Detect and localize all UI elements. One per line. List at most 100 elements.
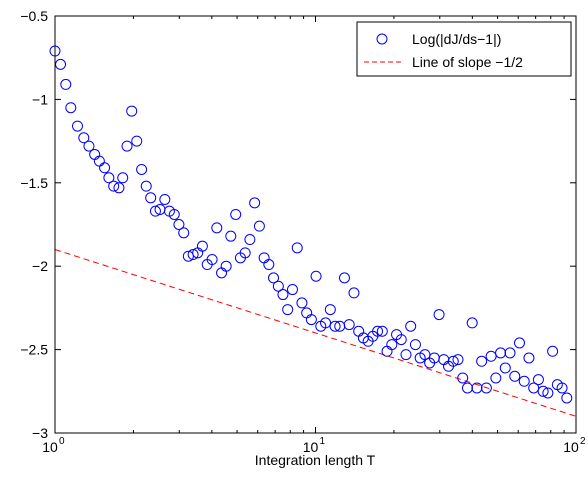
data-point — [490, 372, 502, 384]
data-point — [376, 325, 388, 337]
data-point — [286, 284, 298, 296]
data-point — [514, 337, 526, 349]
data-point — [480, 382, 492, 394]
data-point — [211, 222, 223, 234]
data-point — [419, 349, 431, 361]
data-point — [461, 382, 473, 394]
x-axis-label: Integration length T — [255, 452, 376, 468]
data-point — [78, 132, 90, 144]
data-point — [400, 349, 412, 361]
data-point — [239, 247, 251, 259]
x-tick-label: 10 — [303, 439, 319, 455]
data-point — [405, 320, 417, 332]
data-marks — [49, 45, 577, 417]
data-point — [561, 392, 573, 404]
x-tick-label: 10 — [42, 439, 58, 455]
data-point — [395, 334, 407, 346]
data-point — [268, 272, 280, 284]
data-point — [305, 314, 317, 326]
data-point — [220, 260, 232, 272]
data-point — [372, 325, 384, 337]
legend-circle-marker-icon — [376, 33, 388, 45]
data-point — [296, 297, 308, 309]
data-point — [485, 350, 497, 362]
data-point — [324, 304, 336, 316]
data-point — [272, 280, 284, 292]
data-point — [343, 319, 355, 331]
data-point — [329, 320, 341, 332]
data-point — [65, 102, 77, 114]
data-point — [523, 352, 535, 364]
data-point — [178, 227, 190, 239]
data-point — [466, 317, 478, 329]
data-point — [253, 220, 265, 232]
data-point — [117, 172, 129, 184]
data-point — [249, 197, 261, 209]
data-point — [409, 339, 421, 351]
data-point — [291, 242, 303, 254]
data-point — [263, 259, 275, 271]
plot-area — [55, 16, 576, 433]
data-point — [225, 230, 237, 242]
data-point — [447, 355, 459, 367]
data-point — [126, 105, 138, 117]
data-point — [509, 370, 521, 382]
data-point — [542, 387, 554, 399]
data-point — [99, 162, 111, 174]
data-point — [145, 192, 157, 204]
legend-label-circles: Log(|dJ/ds−1|) — [412, 31, 501, 47]
data-point — [131, 135, 143, 147]
data-point — [168, 208, 180, 220]
y-tick-label: −0.5 — [20, 8, 48, 24]
data-point — [504, 347, 516, 359]
data-point — [556, 382, 568, 394]
y-tick-label: −1 — [32, 91, 48, 107]
legend-label-slope-line: Line of slope −1/2 — [412, 54, 523, 70]
x-tick-label-exponent: 1 — [320, 436, 326, 447]
data-point — [103, 172, 115, 184]
data-point — [230, 208, 242, 220]
x-tick-label-exponent: 2 — [580, 436, 586, 447]
data-point — [244, 234, 256, 246]
data-point — [537, 385, 549, 397]
data-point — [173, 219, 185, 230]
data-point — [277, 289, 289, 301]
data-point — [457, 372, 469, 384]
y-tick-label: −3 — [32, 425, 48, 441]
y-tick-label: −2 — [32, 258, 48, 274]
data-point — [206, 254, 218, 266]
data-point — [187, 249, 199, 261]
data-point — [532, 374, 544, 386]
legend: Log(|dJ/ds−1|) Line of slope −1/2 — [356, 21, 572, 77]
data-point — [55, 58, 67, 70]
data-point — [83, 140, 95, 152]
data-point — [159, 193, 171, 205]
data-point — [495, 347, 507, 359]
data-point — [547, 345, 559, 357]
data-point — [320, 317, 332, 329]
x-tick-label-exponent: 0 — [59, 436, 65, 447]
data-point — [136, 163, 148, 175]
legend-box — [356, 21, 572, 77]
data-point — [71, 120, 83, 132]
data-point — [108, 180, 120, 192]
data-point — [113, 182, 125, 194]
data-point — [140, 180, 152, 192]
data-point — [282, 304, 294, 316]
data-point — [196, 240, 208, 252]
slope-reference-line — [54, 249, 577, 417]
data-point — [476, 355, 488, 367]
data-point — [310, 270, 322, 282]
x-tick-label: 10 — [563, 439, 579, 455]
data-point — [433, 309, 445, 321]
data-point — [348, 287, 360, 299]
data-point — [499, 362, 511, 374]
data-point — [386, 339, 398, 351]
data-point — [121, 140, 133, 152]
data-point — [149, 205, 161, 217]
y-tick-label: −2.5 — [20, 342, 48, 358]
y-tick-label: −1.5 — [20, 175, 48, 191]
y-axis: −3 −2.5 −2 −1.5 −1 −0.5 — [20, 8, 576, 441]
x-axis: 10 0 10 1 10 2 — [42, 16, 586, 455]
